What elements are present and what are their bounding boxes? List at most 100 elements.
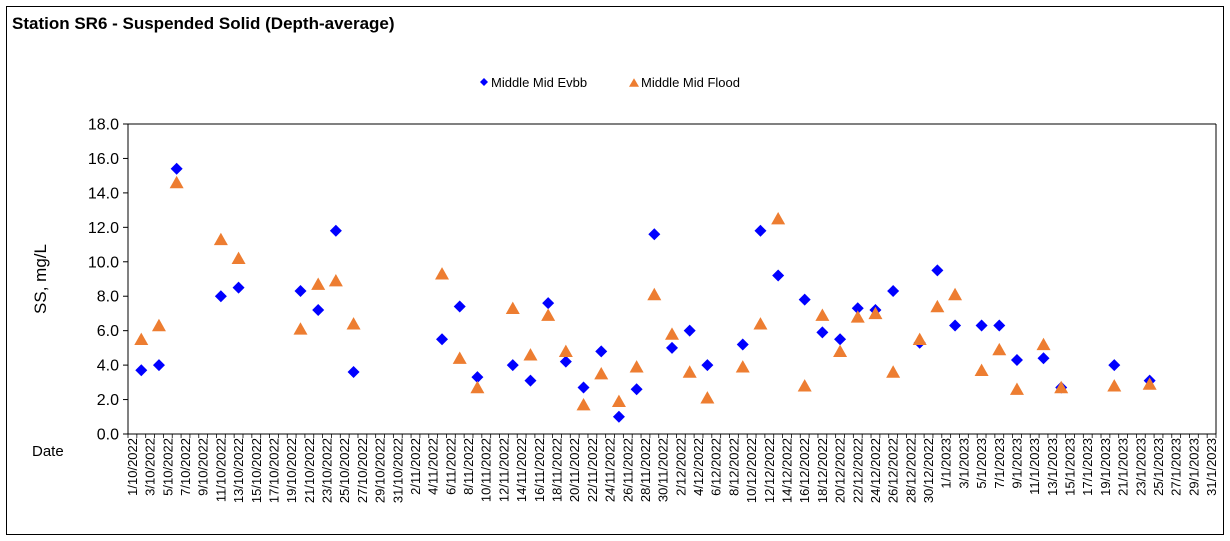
x-tick-label: 16/11/2022 <box>532 438 547 502</box>
data-point-evbb <box>683 324 696 337</box>
data-point-evbb <box>559 355 572 368</box>
x-tick-label: 22/12/2022 <box>850 438 865 503</box>
data-point-flood <box>1054 380 1069 394</box>
data-point-evbb <box>135 364 148 377</box>
x-tick-label: 29/10/2022 <box>373 438 388 503</box>
x-tick-label: 24/12/2022 <box>868 438 883 503</box>
data-point-flood <box>868 306 883 320</box>
x-tick-label: 14/11/2022 <box>514 438 529 502</box>
x-tick-label: 3/1/2023 <box>956 438 971 489</box>
series-2 <box>134 175 1157 411</box>
data-point-evbb <box>816 326 829 339</box>
y-tick-label: 14.0 <box>88 185 119 202</box>
data-point-flood <box>231 251 246 265</box>
data-point-evbb <box>347 366 360 378</box>
data-point-evbb <box>798 293 811 306</box>
data-point-evbb <box>630 383 643 396</box>
data-point-flood <box>735 360 750 373</box>
data-point-evbb <box>524 374 537 387</box>
data-point-flood <box>435 267 450 280</box>
data-point-evbb <box>232 281 245 294</box>
x-tick-label: 9/1/2023 <box>1009 438 1024 489</box>
x-tick-label: 6/12/2022 <box>709 438 724 496</box>
data-point-evbb <box>1010 353 1023 366</box>
x-tick-label: 10/11/2022 <box>479 438 494 502</box>
y-tick-label: 18.0 <box>88 117 119 134</box>
y-tick-label: 12.0 <box>88 220 119 237</box>
x-tick-label: 26/12/2022 <box>886 438 901 503</box>
data-point-flood <box>1009 382 1024 395</box>
data-point-flood <box>797 379 812 392</box>
y-tick-label: 10.0 <box>88 254 119 271</box>
data-point-flood <box>771 212 786 225</box>
x-tick-label: 23/1/2023 <box>1133 438 1148 496</box>
x-tick-label: 22/11/2022 <box>585 438 600 502</box>
x-tick-label: 17/1/2023 <box>1080 438 1095 496</box>
data-point-flood <box>833 344 848 358</box>
data-point-evbb <box>152 359 165 372</box>
x-tick-label: 28/11/2022 <box>638 438 653 502</box>
data-point-evbb <box>993 319 1006 332</box>
data-point-flood <box>886 365 901 378</box>
data-point-evbb <box>666 341 678 354</box>
data-point-flood <box>169 175 184 189</box>
x-tick-label: 8/11/2022 <box>461 438 476 495</box>
x-tick-label: 15/1/2023 <box>1063 438 1078 496</box>
data-point-evbb <box>170 162 183 175</box>
data-point-evbb <box>834 333 847 346</box>
data-point-flood <box>346 317 361 330</box>
data-point-evbb <box>506 359 519 372</box>
data-point-flood <box>753 317 768 330</box>
x-tick-label: 11/1/2023 <box>1027 438 1042 495</box>
data-point-flood <box>930 299 945 313</box>
data-point-evbb <box>949 319 962 332</box>
x-tick-label: 24/11/2022 <box>603 438 618 502</box>
y-tick-label: 2.0 <box>97 392 119 409</box>
data-point-flood <box>151 318 166 332</box>
x-tick-label: 15/10/2022 <box>249 438 264 503</box>
legend-marker-diamond <box>480 78 488 86</box>
x-tick-label: 9/10/2022 <box>196 438 211 496</box>
x-tick-label: 23/10/2022 <box>320 438 335 503</box>
data-point-flood <box>1107 379 1122 392</box>
x-tick-label: 8/12/2022 <box>726 438 741 496</box>
data-point-flood <box>611 394 626 407</box>
data-point-evbb <box>312 304 325 316</box>
data-point-flood <box>594 367 609 380</box>
data-point-flood <box>682 365 697 378</box>
x-tick-label: 5/10/2022 <box>160 438 175 496</box>
data-point-evbb <box>542 297 555 310</box>
x-tick-label: 14/12/2022 <box>779 438 794 503</box>
data-point-evbb <box>471 371 484 384</box>
chart-frame <box>6 6 1224 535</box>
data-point-flood <box>974 363 989 376</box>
x-tick-label: 30/11/2022 <box>656 438 671 502</box>
legend-label: Middle Mid Evbb <box>491 75 587 90</box>
data-point-flood <box>134 332 149 345</box>
x-tick-label: 27/10/2022 <box>355 438 370 503</box>
data-point-evbb <box>294 285 307 298</box>
x-tick-label: 29/1/2023 <box>1186 438 1201 496</box>
y-tick-label: 0.0 <box>97 427 119 444</box>
x-tick-label: 12/11/2022 <box>496 438 511 502</box>
x-tick-label: 18/11/2022 <box>550 438 565 502</box>
data-point-flood <box>576 398 591 411</box>
data-point-flood <box>452 351 467 364</box>
legend: Middle Mid Evbb Middle Mid Flood <box>480 75 740 90</box>
x-tick-label: 21/1/2023 <box>1116 438 1131 496</box>
y-tick-label: 6.0 <box>97 323 119 340</box>
x-tick-label: 10/12/2022 <box>744 438 759 503</box>
y-axis-label: SS, mg/L <box>31 244 50 314</box>
x-tick-label: 13/10/2022 <box>231 438 246 503</box>
data-point-evbb <box>436 333 449 346</box>
data-point-flood <box>293 322 308 335</box>
data-point-evbb <box>701 359 714 372</box>
x-axis: 1/10/2022 3/10/2022 5/10/2022 7/10/2022 9/10… <box>125 123 1219 503</box>
data-point-evbb <box>851 302 864 315</box>
x-tick-label: 17/10/2022 <box>266 438 281 503</box>
data-point-flood <box>328 274 343 287</box>
x-tick-label: 25/10/2022 <box>337 438 352 503</box>
x-tick-label: 11/10/2022 <box>213 438 228 502</box>
x-tick-label: 27/1/2023 <box>1169 438 1184 496</box>
